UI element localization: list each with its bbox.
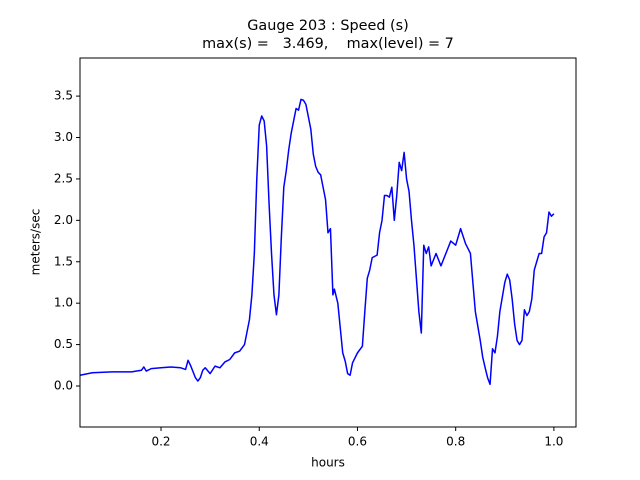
x-tick-label: 0.8 [446,435,465,449]
y-tick-label: 2.5 [54,171,73,185]
y-axis-label: meters/sec [29,209,43,276]
data-line [79,98,555,386]
x-tick-label: 0.2 [151,435,170,449]
x-tick-label: 0.6 [348,435,367,449]
axes-frame [79,57,577,428]
y-tick-label: 3.0 [54,130,73,144]
y-tick-label: 0.0 [54,379,73,393]
chart-subtitle: max(s) = 3.469, max(level) = 7 [202,36,454,52]
plot-area [79,98,555,386]
chart-title: Gauge 203 : Speed (s) [247,18,409,34]
y-tick-label: 3.5 [54,89,73,103]
y-tick-label: 0.5 [54,337,73,351]
y-tick-label: 1.5 [54,254,73,268]
x-tick-label: 0.4 [250,435,269,449]
x-axis-label: hours [311,456,345,470]
x-tick-label: 1.0 [544,435,563,449]
y-tick-label: 2.0 [54,213,73,227]
y-tick-label: 1.0 [54,296,73,310]
